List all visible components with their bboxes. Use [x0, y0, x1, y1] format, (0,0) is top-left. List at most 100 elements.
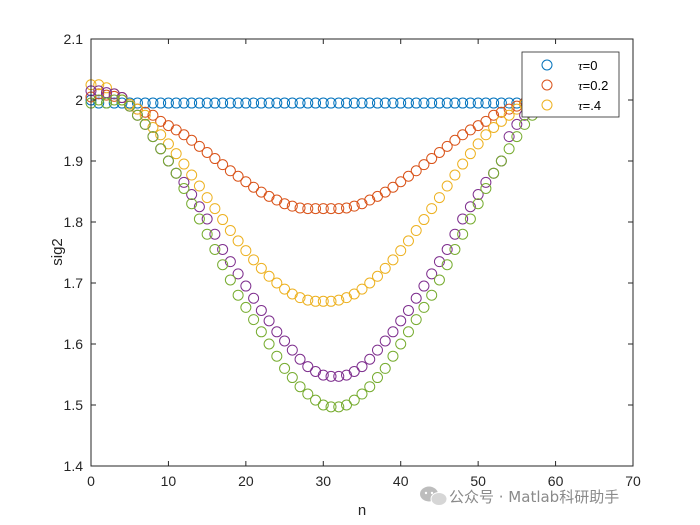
- watermark-text: 公众号 · Matlab科研助手: [449, 488, 619, 506]
- data-point: [271, 277, 283, 289]
- data-point: [379, 186, 391, 198]
- y-tick-label: 1.9: [64, 153, 84, 169]
- legend-value: =0.2: [583, 78, 609, 93]
- data-point: [441, 243, 453, 255]
- y-ticks: 1.4 1.5 1.6 1.7 1.8 1.9 2 2.1: [64, 31, 633, 474]
- data-point: [364, 381, 376, 393]
- data-point: [155, 129, 167, 141]
- data-point: [93, 97, 105, 109]
- data-point: [310, 203, 322, 215]
- data-point: [186, 134, 198, 146]
- data-point: [519, 118, 531, 130]
- legend-value: =0: [583, 58, 598, 73]
- data-point: [162, 138, 174, 150]
- data-point: [325, 295, 337, 307]
- data-point: [364, 97, 376, 109]
- data-point: [201, 146, 213, 158]
- data-point: [232, 289, 244, 301]
- data-point: [217, 259, 229, 271]
- data-point: [139, 109, 151, 121]
- data-point: [302, 388, 314, 400]
- data-point: [333, 294, 345, 306]
- data-point: [449, 243, 461, 255]
- data-point: [511, 118, 523, 130]
- data-point: [333, 203, 345, 215]
- y-tick-label: 2.1: [64, 31, 84, 47]
- y-tick-label: 2: [75, 92, 83, 108]
- data-point: [480, 182, 492, 194]
- data-point: [217, 97, 229, 109]
- data-point: [286, 372, 298, 384]
- data-point: [488, 109, 500, 121]
- data-point: [232, 97, 244, 109]
- data-point: [131, 97, 143, 109]
- data-point: [387, 97, 399, 109]
- data-point: [302, 361, 314, 373]
- data-point: [186, 198, 198, 210]
- data-point: [240, 97, 252, 109]
- data-point: [170, 97, 182, 109]
- data-point: [286, 200, 298, 212]
- data-point: [418, 280, 430, 292]
- data-point: [294, 381, 306, 393]
- data-point: [503, 103, 515, 115]
- data-point: [426, 289, 438, 301]
- data-point: [286, 97, 298, 109]
- data-point: [224, 97, 236, 109]
- data-point: [193, 201, 205, 213]
- data-point: [240, 301, 252, 313]
- data-point: [480, 115, 492, 127]
- data-point: [449, 134, 461, 146]
- data-point: [93, 88, 105, 100]
- data-point: [348, 394, 360, 406]
- data-point: [155, 97, 167, 109]
- data-point: [317, 97, 329, 109]
- data-point: [511, 131, 523, 143]
- data-point: [93, 79, 105, 91]
- data-point: [139, 97, 151, 109]
- data-point: [232, 235, 244, 247]
- data-point: [240, 176, 252, 188]
- legend-label: τ=0: [578, 58, 597, 73]
- data-point: [325, 203, 337, 215]
- data-point: [255, 326, 267, 338]
- data-point: [116, 94, 128, 106]
- data-point: [449, 97, 461, 109]
- x-tick-label: 70: [625, 473, 641, 489]
- data-point: [248, 97, 260, 109]
- data-point: [186, 97, 198, 109]
- data-point: [217, 214, 229, 226]
- data-point: [433, 146, 445, 158]
- data-point: [255, 262, 267, 274]
- legend-marker: [541, 99, 553, 111]
- data-point: [279, 97, 291, 109]
- data-point: [387, 254, 399, 266]
- x-tick-label: 40: [393, 473, 409, 489]
- data-point: [325, 370, 337, 382]
- data-point: [402, 235, 414, 247]
- x-tick-label: 50: [470, 473, 486, 489]
- watermark: 公众号 · Matlab科研助手: [420, 486, 619, 506]
- data-point: [379, 97, 391, 109]
- data-point: [472, 189, 484, 201]
- data-point: [426, 203, 438, 215]
- data-point: [395, 315, 407, 327]
- data-point: [364, 277, 376, 289]
- data-point: [186, 189, 198, 201]
- data-point: [371, 372, 383, 384]
- data-point: [441, 140, 453, 152]
- data-point: [310, 97, 322, 109]
- data-point: [457, 228, 469, 240]
- data-point: [402, 170, 414, 182]
- data-point: [116, 92, 128, 104]
- data-point: [348, 365, 360, 377]
- data-point: [488, 97, 500, 109]
- legend-items: τ=0τ=0.2τ=.4: [541, 58, 609, 113]
- data-point: [279, 283, 291, 295]
- y-tick-label: 1.6: [64, 336, 84, 352]
- data-point: [248, 314, 260, 326]
- data-point: [224, 274, 236, 286]
- data-point: [325, 97, 337, 109]
- data-point: [147, 121, 159, 133]
- data-point: [201, 213, 213, 225]
